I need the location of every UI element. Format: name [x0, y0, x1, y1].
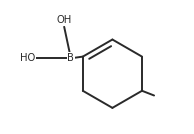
- Text: B: B: [68, 53, 74, 63]
- Text: HO: HO: [20, 53, 35, 63]
- Text: OH: OH: [56, 15, 72, 25]
